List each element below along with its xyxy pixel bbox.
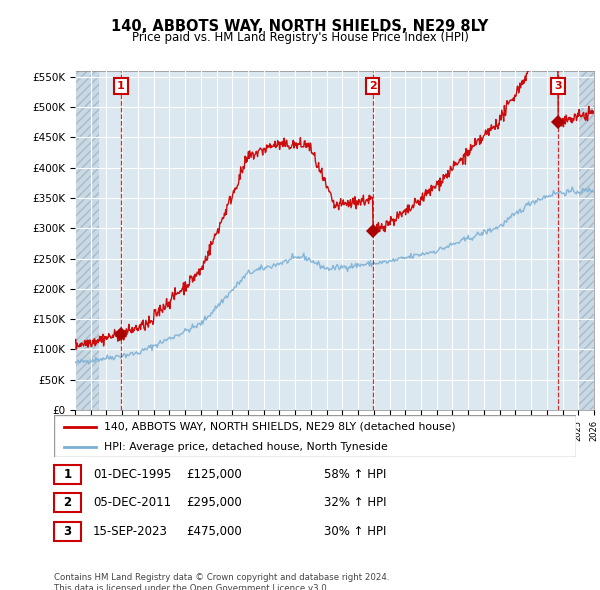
Text: £475,000: £475,000	[186, 525, 242, 537]
Text: 30% ↑ HPI: 30% ↑ HPI	[324, 525, 386, 537]
FancyBboxPatch shape	[54, 415, 576, 457]
Text: 3: 3	[64, 525, 71, 537]
Text: 05-DEC-2011: 05-DEC-2011	[93, 496, 171, 509]
Text: 140, ABBOTS WAY, NORTH SHIELDS, NE29 8LY: 140, ABBOTS WAY, NORTH SHIELDS, NE29 8LY	[112, 19, 488, 34]
Text: 1: 1	[64, 468, 71, 481]
Text: 1: 1	[117, 81, 125, 91]
Text: 15-SEP-2023: 15-SEP-2023	[93, 525, 168, 537]
Text: 58% ↑ HPI: 58% ↑ HPI	[324, 468, 386, 481]
Bar	[75, 71, 98, 410]
Text: HPI: Average price, detached house, North Tyneside: HPI: Average price, detached house, Nort…	[104, 442, 388, 451]
Text: £125,000: £125,000	[186, 468, 242, 481]
Text: £295,000: £295,000	[186, 496, 242, 509]
Text: Price paid vs. HM Land Registry's House Price Index (HPI): Price paid vs. HM Land Registry's House …	[131, 31, 469, 44]
Text: 140, ABBOTS WAY, NORTH SHIELDS, NE29 8LY (detached house): 140, ABBOTS WAY, NORTH SHIELDS, NE29 8LY…	[104, 422, 455, 432]
Text: 2: 2	[64, 496, 71, 509]
Text: 2: 2	[368, 81, 376, 91]
Text: Contains HM Land Registry data © Crown copyright and database right 2024.
This d: Contains HM Land Registry data © Crown c…	[54, 573, 389, 590]
Text: 32% ↑ HPI: 32% ↑ HPI	[324, 496, 386, 509]
Text: 3: 3	[554, 81, 562, 91]
Text: 01-DEC-1995: 01-DEC-1995	[93, 468, 171, 481]
Bar	[578, 71, 600, 410]
